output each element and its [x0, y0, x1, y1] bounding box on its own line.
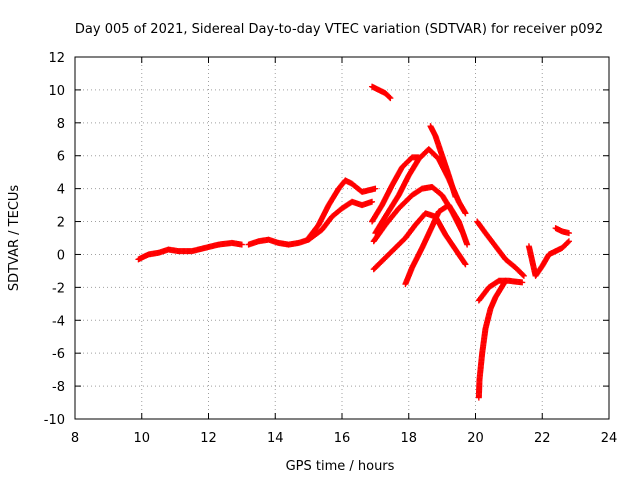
y-tick-label: -6 [52, 347, 65, 362]
series-arc-1 [369, 154, 422, 225]
series-main-band [135, 239, 245, 263]
series-post-20-a [474, 218, 527, 279]
y-tick-label: 12 [48, 51, 65, 66]
x-tick-label: 12 [200, 431, 217, 446]
data-point [502, 277, 509, 284]
x-tick-label: 8 [71, 431, 79, 446]
y-tick-label: -10 [44, 413, 65, 428]
y-axis: -10 -8 -6 -4 -2 0 2 4 6 8 10 12 [44, 51, 609, 428]
y-tick-label: -4 [52, 314, 65, 329]
series-drop [475, 277, 509, 401]
series-rise-upper [305, 177, 379, 241]
data-point [238, 241, 245, 248]
data-point [565, 230, 572, 237]
data-point [520, 272, 527, 279]
x-tick-label: 16 [334, 431, 351, 446]
series-late-cluster [525, 238, 572, 279]
chart-title: Day 005 of 2021, Sidereal Day-to-day VTE… [75, 22, 603, 37]
data-point [565, 239, 572, 246]
x-tick-label: 20 [467, 431, 484, 446]
x-tick-label: 24 [601, 431, 618, 446]
series-arc-4 [370, 210, 469, 273]
data-point [462, 210, 469, 217]
y-tick-label: 2 [57, 216, 65, 231]
series-arc-5 [402, 202, 471, 288]
data-point [464, 241, 471, 248]
x-tick-label: 10 [133, 431, 150, 446]
y-tick-label: 0 [57, 248, 65, 263]
series-post-20-b [475, 277, 526, 304]
data-point [387, 95, 394, 102]
data-point [462, 261, 469, 268]
data-point [452, 193, 459, 200]
series-peak-spike [427, 123, 459, 200]
x-axis-label: GPS time / hours [286, 459, 395, 474]
y-tick-label: -8 [52, 380, 65, 395]
x-axis: 8 10 12 14 16 18 20 22 24 [71, 57, 617, 446]
y-tick-label: 4 [57, 183, 65, 198]
data-point [519, 279, 526, 286]
y-tick-label: 10 [48, 84, 65, 99]
series-high-isolated [369, 83, 394, 102]
data-point [372, 185, 379, 192]
grid-lines [75, 57, 609, 419]
x-tick-label: 18 [400, 431, 417, 446]
data-points [135, 83, 572, 401]
y-tick-label: -2 [52, 281, 65, 296]
data-point [520, 272, 527, 279]
y-axis-label: SDTVAR / TECUs [7, 185, 22, 292]
data-point [386, 94, 393, 101]
x-tick-label: 14 [267, 431, 284, 446]
series-late-upper [552, 225, 572, 237]
y-tick-label: 8 [57, 117, 65, 132]
y-tick-label: 6 [57, 150, 65, 165]
data-point [565, 238, 572, 245]
data-point [461, 260, 468, 267]
series-segment-13-15 [245, 236, 312, 248]
series-rise-lower [305, 198, 376, 243]
x-tick-label: 22 [534, 431, 551, 446]
data-point [369, 198, 376, 205]
